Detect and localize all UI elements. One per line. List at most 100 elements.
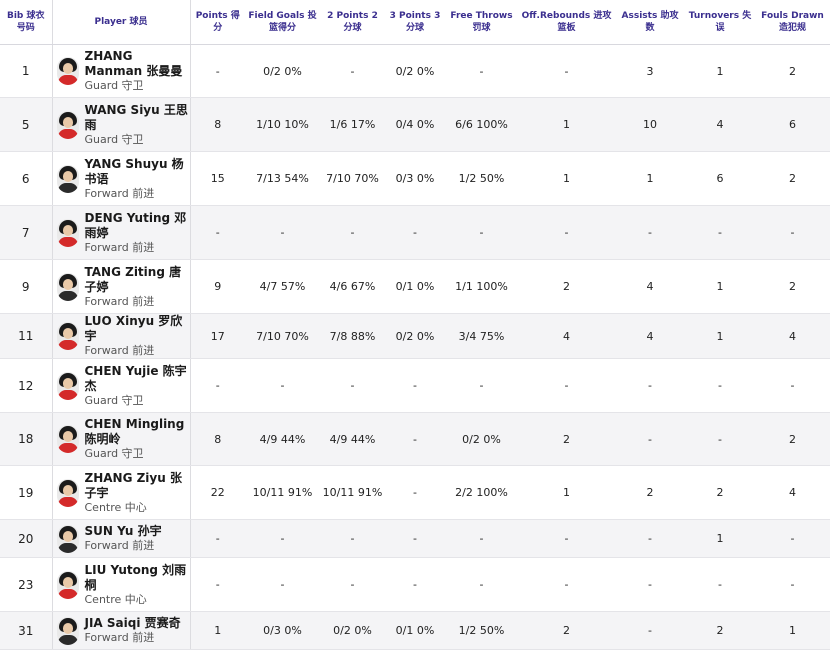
stat-cell-oreb: 2 — [518, 412, 615, 466]
stat-cell-to: 2 — [685, 611, 755, 650]
stat-cell-points: - — [190, 205, 245, 260]
player-cell[interactable]: WANG Siyu 王思雨 Guard 守卫 — [51, 97, 191, 152]
player-name[interactable]: ZHANG Ziyu 张子宇 — [84, 470, 182, 500]
table-row[interactable]: 23 LIU Yutong 刘雨桐 Centre 中心 - - - - - - - - - — [0, 557, 830, 612]
table-row[interactable]: 7 DENG Yuting 邓雨婷 Forward 前进 - - - - - - - - - — [0, 205, 830, 260]
player-name[interactable]: YANG Shuyu 杨书语 — [84, 156, 184, 186]
header-3-points[interactable]: 3 Points 3分球 — [385, 0, 445, 45]
stat-cell-p2: 0/2 0% — [320, 611, 385, 650]
stat-cell-p2: 4/9 44% — [320, 412, 385, 466]
player-name[interactable]: WANG Siyu 王思雨 — [84, 102, 188, 132]
player-avatar — [56, 425, 79, 453]
stat-cell-oreb: - — [518, 557, 615, 612]
stat-cell-p3: - — [385, 465, 445, 520]
stat-cell-ft: 1/1 100% — [445, 259, 518, 314]
stat-cell-p2: 7/8 88% — [320, 313, 385, 359]
stat-cell-oreb: 1 — [518, 151, 615, 206]
header-assists[interactable]: Assists 助攻数 — [615, 0, 685, 45]
stat-cell-ft: 0/2 0% — [445, 412, 518, 466]
stat-cell-ast: - — [615, 519, 685, 558]
header-2-points[interactable]: 2 Points 2分球 — [320, 0, 385, 45]
player-name[interactable]: DENG Yuting 邓雨婷 — [84, 210, 187, 240]
table-row[interactable]: 18 CHEN Mingling 陈明岭 Guard 守卫 8 4/9 44% 4/9 4… — [0, 412, 830, 466]
stat-cell-p3: - — [385, 358, 445, 413]
stat-cell-to: - — [685, 557, 755, 612]
player-cell[interactable]: ZHANG Ziyu 张子宇 Centre 中心 — [51, 465, 191, 520]
header-player[interactable]: Player 球员 — [51, 0, 191, 45]
stat-cell-points: 9 — [190, 259, 245, 314]
stat-cell-ast: 2 — [615, 465, 685, 520]
stat-cell-fd: - — [755, 205, 830, 260]
header-row: Bib 球衣号码 Player 球员 Points 得分 Field Goals… — [0, 0, 830, 45]
player-cell[interactable]: YANG Shuyu 杨书语 Forward 前进 — [51, 151, 191, 206]
player-name[interactable]: LUO Xinyu 罗欣宇 — [84, 314, 183, 343]
stat-cell-p2: - — [320, 44, 385, 98]
stat-cell-fd: - — [755, 358, 830, 413]
bib-cell: 23 — [0, 557, 52, 612]
player-name[interactable]: LIU Yutong 刘雨桐 — [84, 562, 187, 592]
player-name[interactable]: JIA Saiqi 贾赛奇 — [84, 616, 181, 630]
stat-cell-ft: - — [445, 557, 518, 612]
stat-cell-fg: 1/10 10% — [245, 97, 320, 152]
stat-cell-p3: 0/3 0% — [385, 151, 445, 206]
player-cell[interactable]: CHEN Yujie 陈宇杰 Guard 守卫 — [51, 358, 191, 413]
player-cell[interactable]: LIU Yutong 刘雨桐 Centre 中心 — [51, 557, 191, 612]
table-row[interactable]: 19 ZHANG Ziyu 张子宇 Centre 中心 22 10/11 91% 10/1… — [0, 465, 830, 520]
stat-cell-fd: 4 — [755, 465, 830, 520]
table-row[interactable]: 20 SUN Yu 孙宇 Forward 前进 - - - - - - -1- — [0, 519, 830, 558]
player-position: Guard 守卫 — [84, 393, 144, 407]
player-avatar — [56, 570, 79, 599]
player-cell[interactable]: JIA Saiqi 贾赛奇 Forward 前进 — [51, 611, 191, 650]
header-points[interactable]: Points 得分 — [190, 0, 245, 45]
header-bib[interactable]: Bib 球衣号码 — [0, 0, 52, 45]
stat-cell-ft: - — [445, 44, 518, 98]
player-cell[interactable]: TANG Ziting 唐子婷 Forward 前进 — [51, 259, 191, 314]
table-row[interactable]: 5 WANG Siyu 王思雨 Guard 守卫 8 1/10 10% 1/6 17% 0/… — [0, 97, 830, 152]
stat-cell-oreb: 1 — [518, 465, 615, 520]
stat-cell-oreb: 2 — [518, 611, 615, 650]
header-off-rebounds[interactable]: Off.Rebounds 进攻篮板 — [518, 0, 615, 45]
player-name[interactable]: TANG Ziting 唐子婷 — [84, 264, 182, 294]
table-row[interactable]: 12 CHEN Yujie 陈宇杰 Guard 守卫 - - - - - - - - - — [0, 358, 830, 413]
player-cell[interactable]: CHEN Mingling 陈明岭 Guard 守卫 — [51, 412, 191, 466]
stat-cell-p3: - — [385, 557, 445, 612]
stat-cell-ft: 3/4 75% — [445, 313, 518, 359]
stat-cell-to: 1 — [685, 313, 755, 359]
table-row[interactable]: 31 JIA Saiqi 贾赛奇 Forward 前进 1 0/3 0% 0/2 0% 0/… — [0, 611, 830, 650]
header-turnovers[interactable]: Turnovers 失误 — [685, 0, 755, 45]
player-avatar — [56, 616, 79, 645]
stat-cell-ft: 2/2 100% — [445, 465, 518, 520]
player-position: Guard 守卫 — [84, 132, 144, 146]
stat-cell-to: 4 — [685, 97, 755, 152]
player-avatar — [56, 57, 79, 85]
header-field-goals[interactable]: Field Goals 投篮得分 — [245, 0, 320, 45]
stat-cell-fd: - — [755, 519, 830, 558]
player-cell[interactable]: LUO Xinyu 罗欣宇 Forward 前进 — [51, 313, 191, 359]
stat-cell-fd: 4 — [755, 313, 830, 359]
table-row[interactable]: 1 ZHANG Manman 张曼曼 Guard 守卫 -0/2 0% -0/2 0% -… — [0, 44, 830, 98]
stat-cell-ft: - — [445, 205, 518, 260]
bib-cell: 18 — [0, 412, 52, 466]
player-name[interactable]: CHEN Mingling 陈明岭 — [84, 417, 185, 446]
player-name[interactable]: ZHANG Manman 张曼曼 — [84, 49, 183, 78]
player-name[interactable]: SUN Yu 孙宇 — [84, 524, 162, 538]
table-row[interactable]: 9 TANG Ziting 唐子婷 Forward 前进 9 4/7 57% 4/6 67… — [0, 259, 830, 314]
player-cell[interactable]: SUN Yu 孙宇 Forward 前进 — [51, 519, 191, 558]
stat-cell-p3: - — [385, 519, 445, 558]
bib-cell: 6 — [0, 151, 52, 206]
player-position: Centre 中心 — [84, 500, 147, 514]
player-name[interactable]: CHEN Yujie 陈宇杰 — [84, 363, 187, 393]
table-row[interactable]: 11 LUO Xinyu 罗欣宇 Forward 前进 17 7/10 70% 7/8 8… — [0, 313, 830, 359]
stat-cell-oreb: - — [518, 44, 615, 98]
stat-cell-ast: 1 — [615, 151, 685, 206]
header-free-throws[interactable]: Free Throws 罚球 — [445, 0, 518, 45]
header-fouls-drawn[interactable]: Fouls Drawn 造犯规 — [755, 0, 830, 45]
stat-cell-points: 17 — [190, 313, 245, 359]
player-avatar — [56, 371, 79, 400]
player-cell[interactable]: ZHANG Manman 张曼曼 Guard 守卫 — [51, 44, 191, 98]
player-cell[interactable]: DENG Yuting 邓雨婷 Forward 前进 — [51, 205, 191, 260]
player-position: Guard 守卫 — [84, 447, 144, 460]
stat-cell-fg: 10/11 91% — [245, 465, 320, 520]
table-row[interactable]: 6 YANG Shuyu 杨书语 Forward 前进 15 7/13 54% 7/10 … — [0, 151, 830, 206]
player-avatar — [56, 164, 79, 193]
